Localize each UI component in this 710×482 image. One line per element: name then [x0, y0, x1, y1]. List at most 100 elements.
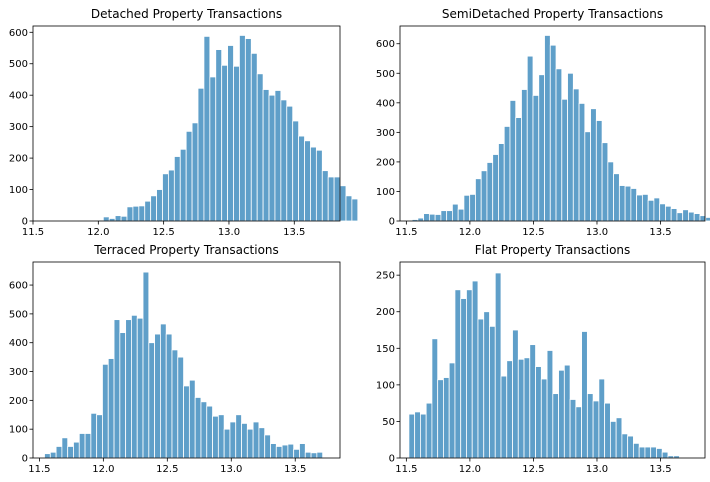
x-tick-label: 12.5 [522, 227, 544, 238]
histogram-bar [494, 272, 502, 459]
histogram-bar [281, 444, 289, 459]
histogram-bar [244, 38, 252, 222]
histogram-bar [627, 435, 634, 459]
y-tick-label: 50 [382, 417, 395, 428]
histogram-bar [618, 185, 626, 222]
histogram-bar [160, 323, 167, 459]
histogram-bar [425, 402, 433, 459]
histogram-bar [262, 89, 270, 222]
histogram-bar [586, 393, 594, 459]
histogram-bar [304, 140, 311, 222]
x-tick-label: 12.5 [153, 227, 175, 238]
y-tick-label: 200 [9, 154, 28, 165]
x-axis: 11.5 12.0 12.5 13.0 13.5 [22, 221, 305, 238]
y-axis: 0 100 200 300 400 500 600 [376, 39, 400, 228]
histogram-bar [142, 271, 150, 459]
histogram-bar [241, 423, 248, 459]
histogram-bar [624, 185, 632, 222]
histogram-bar [601, 142, 609, 222]
histogram-bar [212, 415, 219, 459]
axes-frame [399, 25, 706, 222]
histogram-bar [227, 45, 234, 222]
histogram-bar [532, 95, 540, 222]
histogram-bar [469, 194, 476, 222]
histogram-bar [67, 446, 74, 459]
histogram-bar [73, 441, 80, 459]
histogram-bar [229, 421, 237, 459]
histogram-bar [256, 73, 264, 222]
histogram-bar [131, 314, 138, 459]
histogram-bar [515, 117, 522, 222]
y-tick-label: 100 [376, 380, 395, 391]
histogram-bar [268, 94, 276, 222]
y-axis: 0 100 200 300 400 500 600 [9, 281, 33, 465]
histogram-bar [460, 298, 467, 459]
y-tick-label: 0 [22, 454, 28, 465]
histogram-bar [191, 122, 199, 222]
histogram-bar [286, 105, 294, 222]
histogram-bar [102, 363, 109, 459]
x-axis: 11.5 12.0 12.5 13.0 13.5 [28, 458, 306, 475]
histogram-bar [503, 126, 511, 222]
y-tick-label: 0 [22, 217, 28, 228]
histogram-bar [477, 318, 485, 459]
histogram-bar [659, 203, 666, 222]
histogram-bar [78, 433, 86, 459]
histogram-bar [132, 205, 140, 222]
histogram-bar [84, 433, 92, 459]
histogram-bar [613, 173, 620, 222]
histogram-bar [604, 402, 611, 459]
histogram-bar [540, 378, 548, 459]
histogram-bar [526, 55, 534, 222]
histogram-bar [483, 311, 490, 459]
histogram-bar [206, 405, 213, 459]
y-tick-label: 400 [9, 338, 28, 349]
histogram-bar [615, 417, 623, 459]
histogram-bar [177, 356, 184, 459]
x-tick-label: 11.5 [395, 227, 417, 238]
y-tick-label: 300 [9, 122, 28, 133]
y-tick-label: 500 [376, 69, 395, 80]
histogram-bar [126, 206, 134, 222]
histogram-bar [150, 195, 157, 222]
histogram-bar [443, 377, 450, 459]
histogram-bar [670, 208, 678, 222]
histogram-bar [55, 446, 63, 459]
histogram-bar [665, 205, 672, 222]
histogram-bar [584, 131, 591, 222]
x-tick-label: 11.5 [22, 227, 44, 238]
chart-title: Flat Property Transactions [475, 243, 631, 257]
histogram-bar [280, 99, 288, 222]
histogram-bar [480, 170, 488, 222]
histogram-bar [446, 210, 453, 222]
histogram-bar [310, 452, 318, 459]
histogram-bar [661, 451, 669, 459]
histogram-bar [173, 156, 181, 222]
histogram-bar [293, 448, 300, 459]
histogram-bar [633, 442, 640, 459]
histogram-bar [595, 120, 603, 222]
x-tick-label: 13.5 [283, 227, 305, 238]
histogram-bar [258, 427, 266, 459]
histogram-bar [705, 217, 710, 222]
y-tick-label: 500 [9, 309, 28, 320]
histogram-bar [489, 325, 496, 459]
histogram-bar [581, 331, 588, 459]
x-tick-label: 12.5 [522, 464, 544, 475]
x-tick-label: 12.0 [459, 227, 481, 238]
histogram-bar [552, 393, 559, 459]
histogram-bar [168, 169, 175, 222]
subplot-detached: 11.5 12.0 12.5 13.0 13.5 0 100 200 300 400 500 600 D… [9, 7, 359, 238]
histogram-bar [647, 199, 655, 222]
y-tick-label: 250 [376, 271, 395, 282]
y-tick-label: 300 [376, 128, 395, 139]
histogram-bar [569, 399, 577, 459]
y-tick-label: 100 [9, 185, 28, 196]
histogram-bar [102, 216, 110, 222]
bars [97, 35, 359, 222]
y-tick-label: 300 [9, 367, 28, 378]
histogram-bar [162, 173, 169, 222]
histogram-bar [292, 120, 300, 222]
x-tick-label: 13.0 [586, 464, 608, 475]
